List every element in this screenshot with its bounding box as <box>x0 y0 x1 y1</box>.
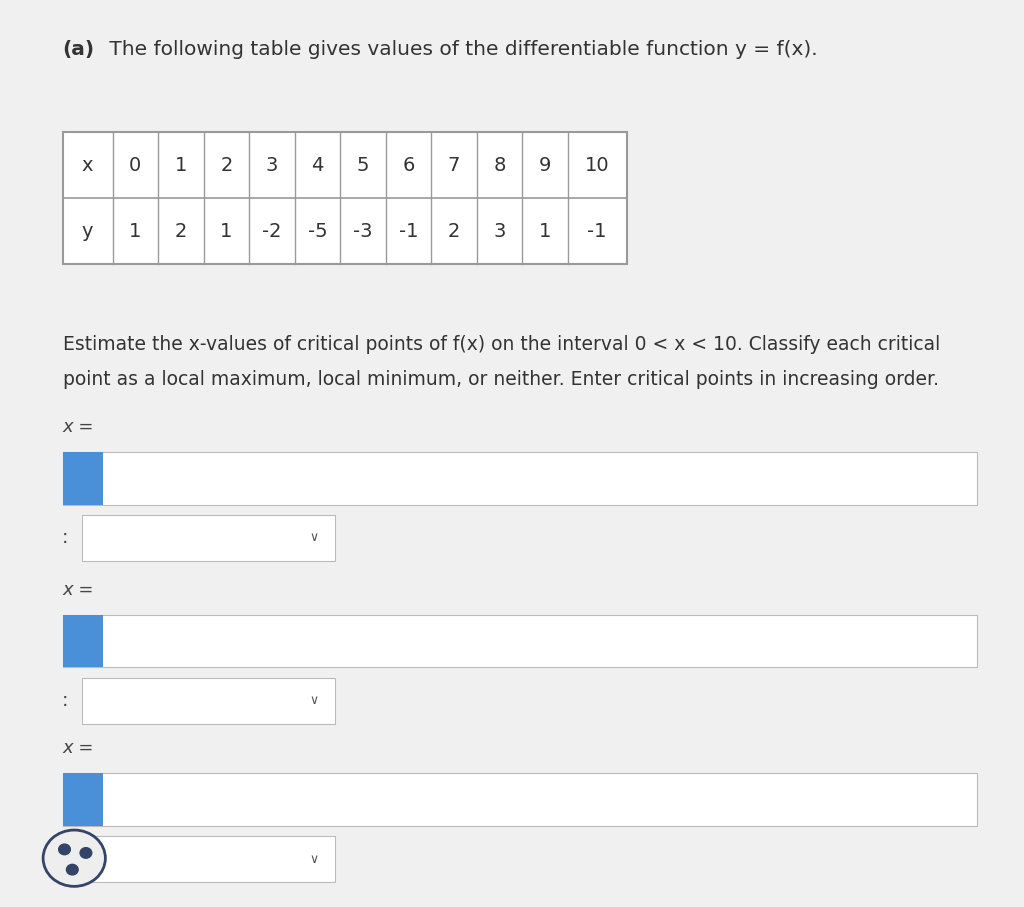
Text: ∨: ∨ <box>309 694 318 707</box>
Text: 0: 0 <box>129 156 141 175</box>
Bar <box>62 132 627 264</box>
Text: -1: -1 <box>398 222 418 241</box>
Circle shape <box>67 864 78 875</box>
Bar <box>62 452 103 504</box>
Bar <box>62 773 103 825</box>
Text: x =: x = <box>62 739 94 757</box>
Bar <box>82 678 335 724</box>
Text: i: i <box>80 790 86 808</box>
Text: point as a local maximum, local minimum, or neither. Enter critical points in in: point as a local maximum, local minimum,… <box>62 370 939 389</box>
Text: 9: 9 <box>539 156 551 175</box>
Text: 2: 2 <box>447 222 460 241</box>
Text: -2: -2 <box>262 222 282 241</box>
Circle shape <box>43 830 105 886</box>
Text: 6: 6 <box>402 156 415 175</box>
Circle shape <box>58 844 71 854</box>
Text: The following table gives values of the differentiable function y = f(x).: The following table gives values of the … <box>103 40 818 59</box>
Text: i: i <box>80 469 86 487</box>
Text: :: : <box>61 691 68 710</box>
Bar <box>62 615 103 668</box>
Text: y: y <box>82 222 93 241</box>
Text: (a): (a) <box>62 40 94 59</box>
Bar <box>82 836 335 882</box>
Text: -3: -3 <box>353 222 373 241</box>
Text: ∨: ∨ <box>309 853 318 865</box>
Text: 3: 3 <box>265 156 279 175</box>
Bar <box>82 515 335 561</box>
Text: Estimate the x-values of critical points of f(x) on the interval 0 < x < 10. Cla: Estimate the x-values of critical points… <box>62 335 940 354</box>
Text: x: x <box>82 156 93 175</box>
Text: ∨: ∨ <box>309 532 318 544</box>
Text: 7: 7 <box>447 156 460 175</box>
Text: 1: 1 <box>220 222 232 241</box>
Bar <box>62 452 977 504</box>
Bar <box>62 615 977 668</box>
Text: :: : <box>61 850 68 869</box>
Text: 8: 8 <box>494 156 506 175</box>
Circle shape <box>80 848 92 858</box>
Text: :: : <box>61 529 68 548</box>
Text: i: i <box>80 632 86 650</box>
Text: 1: 1 <box>539 222 551 241</box>
Text: 2: 2 <box>220 156 232 175</box>
Text: 1: 1 <box>175 156 187 175</box>
Text: -5: -5 <box>307 222 328 241</box>
Text: -1: -1 <box>588 222 607 241</box>
Text: 3: 3 <box>494 222 506 241</box>
Text: 2: 2 <box>175 222 187 241</box>
Text: 5: 5 <box>356 156 369 175</box>
Text: 1: 1 <box>129 222 141 241</box>
Text: x =: x = <box>62 418 94 436</box>
Bar <box>62 773 977 825</box>
Text: x =: x = <box>62 581 94 599</box>
Text: 10: 10 <box>585 156 609 175</box>
Text: 4: 4 <box>311 156 324 175</box>
